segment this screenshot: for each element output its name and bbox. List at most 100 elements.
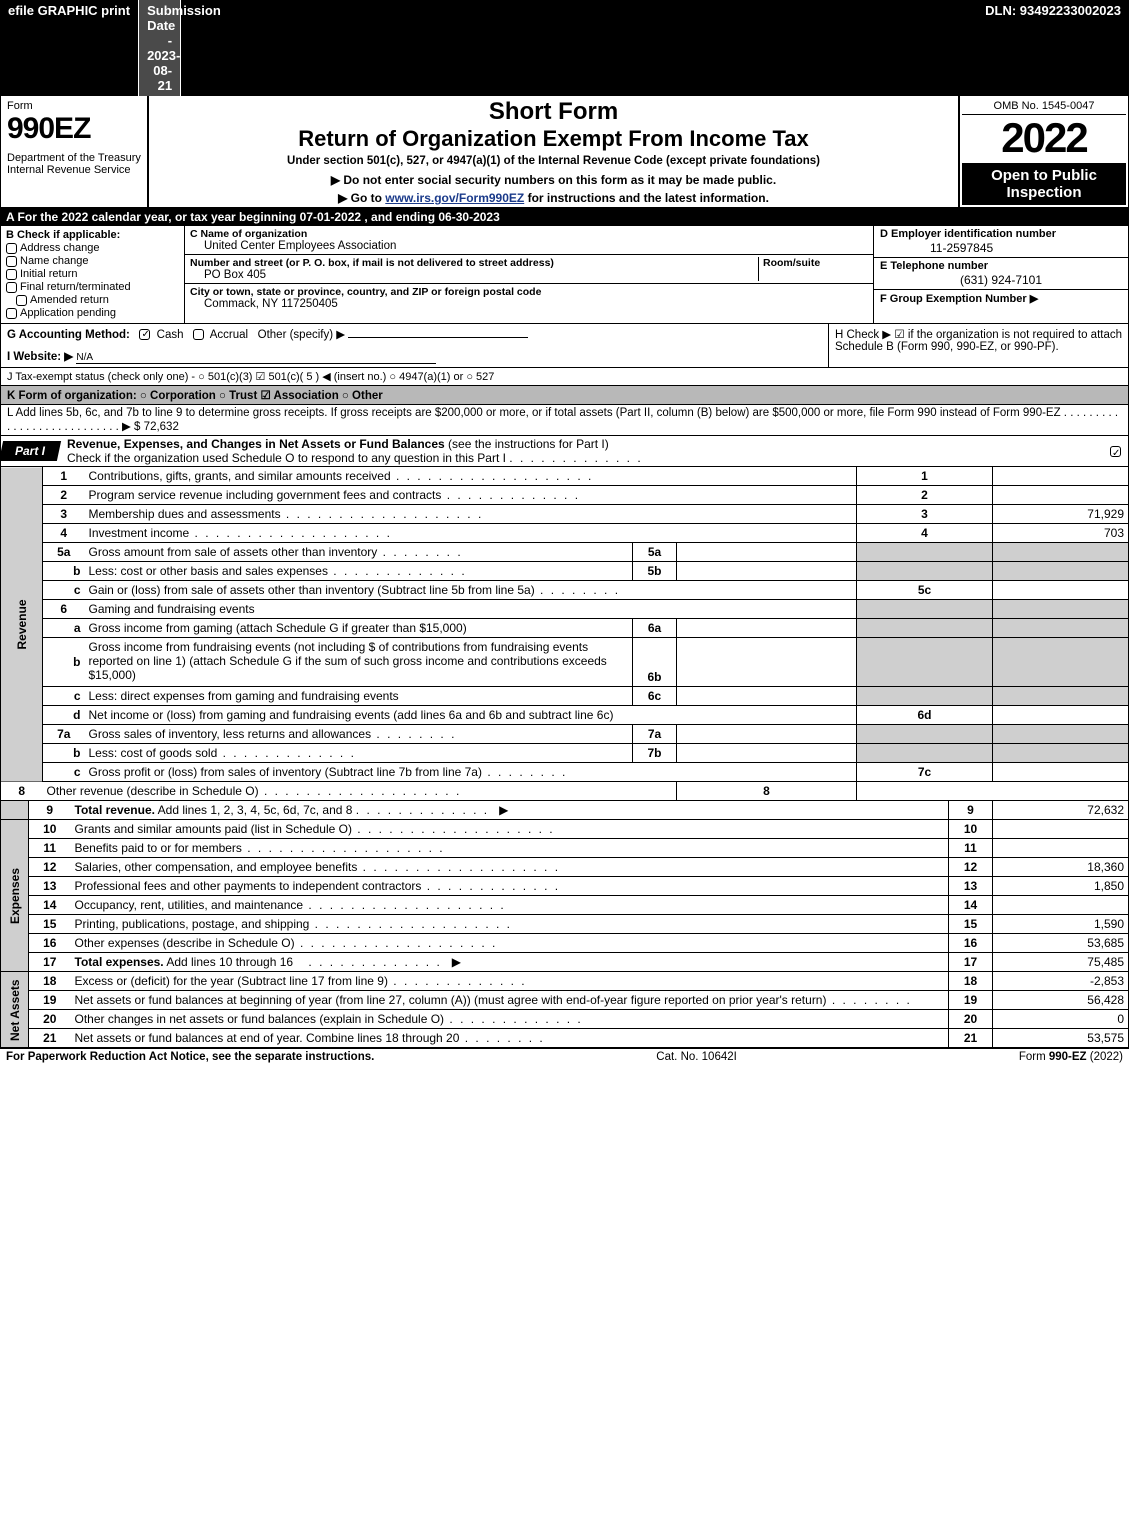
line-11-val [993, 839, 1129, 858]
line-17-desc: Total expenses. Add lines 10 through 16 … [71, 953, 949, 972]
line-21-rn: 21 [949, 1029, 993, 1048]
line-6c-num: c [43, 687, 85, 706]
line-9-desc: Total revenue. Add lines 1, 2, 3, 4, 5c,… [71, 801, 949, 820]
line-5b-val [993, 562, 1129, 581]
line-14-desc: Occupancy, rent, utilities, and maintena… [71, 896, 949, 915]
line-20-desc: Other changes in net assets or fund bala… [71, 1010, 949, 1029]
website-row: I Website: ▶ N/A [7, 349, 822, 364]
line-6-val [993, 600, 1129, 619]
header-title-block: Short Form Return of Organization Exempt… [149, 96, 960, 207]
spacer [181, 0, 977, 96]
part1-table: Revenue 1 Contributions, gifts, grants, … [0, 467, 1129, 801]
line-3-rn: 3 [857, 505, 993, 524]
line-9-num: 9 [29, 801, 71, 820]
line-5b-rn [857, 562, 993, 581]
line-7a-rn [857, 725, 993, 744]
line-13-desc: Professional fees and other payments to … [71, 877, 949, 896]
line-5a-inval [677, 543, 857, 562]
line-5c-val [993, 581, 1129, 600]
footer-left: For Paperwork Reduction Act Notice, see … [6, 1051, 374, 1063]
line-6a-in: 6a [633, 619, 677, 638]
city: Commack, NY 117250405 [190, 298, 868, 310]
efile-print-button[interactable]: efile GRAPHIC print [0, 0, 139, 96]
line-7b-val [993, 744, 1129, 763]
line-2-rn: 2 [857, 486, 993, 505]
side-netassets: Net Assets [1, 972, 29, 1048]
submission-date: Submission Date - 2023-08-21 [139, 0, 181, 96]
chk-application-pending[interactable]: Application pending [6, 307, 179, 319]
line-6b-val [993, 638, 1129, 687]
line-10-rn: 10 [949, 820, 993, 839]
line-7c-val [993, 763, 1129, 782]
line-18-rn: 18 [949, 972, 993, 991]
line-9-val: 72,632 [993, 801, 1129, 820]
public-inspection-badge: Open to Public Inspection [962, 163, 1126, 205]
line-7a-inval [677, 725, 857, 744]
line-5b-desc: Less: cost or other basis and sales expe… [85, 562, 633, 581]
address: PO Box 405 [190, 269, 758, 281]
part1-schedule-o-checkbox[interactable] [1110, 444, 1124, 458]
line-3-num: 3 [43, 505, 85, 524]
chk-address-change[interactable]: Address change [6, 242, 179, 254]
line-15-desc: Printing, publications, postage, and shi… [71, 915, 949, 934]
line-6a-desc: Gross income from gaming (attach Schedul… [85, 619, 633, 638]
line-7b-rn [857, 744, 993, 763]
line-8-num: 8 [1, 782, 43, 801]
line-6-desc: Gaming and fundraising events [85, 600, 857, 619]
line-7c-rn: 7c [857, 763, 993, 782]
row-h: H Check ▶ ☑ if the organization is not r… [828, 324, 1128, 367]
line-9-rn: 9 [949, 801, 993, 820]
chk-final-return[interactable]: Final return/terminated [6, 281, 179, 293]
sub3-post: for instructions and the latest informat… [524, 191, 769, 205]
ssn-warning: ▶ Do not enter social security numbers o… [155, 173, 952, 187]
line-3-val: 71,929 [993, 505, 1129, 524]
line-20-rn: 20 [949, 1010, 993, 1029]
line-6c-desc: Less: direct expenses from gaming and fu… [85, 687, 633, 706]
footer: For Paperwork Reduction Act Notice, see … [0, 1048, 1129, 1065]
chk-accrual[interactable] [193, 329, 204, 340]
form-header: Form 990EZ Department of the Treasury In… [0, 96, 1129, 208]
footer-cat: Cat. No. 10642I [374, 1051, 1019, 1063]
chk-cash[interactable] [139, 329, 150, 340]
form-label: Form [7, 100, 141, 112]
line-5b-num: b [43, 562, 85, 581]
line-5c-rn: 5c [857, 581, 993, 600]
chk-name-change[interactable]: Name change [6, 255, 179, 267]
line-18-val: -2,853 [993, 972, 1129, 991]
row-g-i: G Accounting Method: Cash Accrual Other … [1, 324, 828, 367]
chk-amended-return[interactable]: Amended return [16, 294, 179, 306]
line-19-rn: 19 [949, 991, 993, 1010]
subtitle-code: Under section 501(c), 527, or 4947(a)(1)… [155, 155, 952, 167]
dln: DLN: 93492233002023 [977, 0, 1129, 96]
org-name-cell: C Name of organization United Center Emp… [185, 226, 873, 255]
identity-box: B Check if applicable: Address change Na… [0, 226, 1129, 324]
group-exempt-cell: F Group Exemption Number ▶ [874, 290, 1128, 323]
line-6a-num: a [43, 619, 85, 638]
line-12-desc: Salaries, other compensation, and employ… [71, 858, 949, 877]
line-6d-rn: 6d [857, 706, 993, 725]
gross-receipts-value: 72,632 [144, 421, 179, 433]
group-exempt-label: F Group Exemption Number ▶ [880, 292, 1122, 305]
line-14-num: 14 [29, 896, 71, 915]
line-7c-desc: Gross profit or (loss) from sales of inv… [85, 763, 857, 782]
chk-initial-return[interactable]: Initial return [6, 268, 179, 280]
line-6c-rn [857, 687, 993, 706]
line-6a-rn [857, 619, 993, 638]
line-5a-num: 5a [43, 543, 85, 562]
omb-number: OMB No. 1545-0047 [962, 98, 1126, 115]
line-7b-in: 7b [633, 744, 677, 763]
line-7b-inval [677, 744, 857, 763]
city-label: City or town, state or province, country… [190, 286, 868, 298]
line-1-rn: 1 [857, 467, 993, 486]
line-5a-val [993, 543, 1129, 562]
line-6b-rn [857, 638, 993, 687]
line-14-rn: 14 [949, 896, 993, 915]
row-a-tax-year: A For the 2022 calendar year, or tax yea… [0, 208, 1129, 226]
header-left: Form 990EZ Department of the Treasury In… [1, 96, 149, 207]
line-5c-num: c [43, 581, 85, 600]
part1-check-text: Check if the organization used Schedule … [67, 451, 506, 465]
line-18-num: 18 [29, 972, 71, 991]
line-10-val [993, 820, 1129, 839]
part1-tab: Part I [0, 441, 61, 461]
irs-link[interactable]: www.irs.gov/Form990EZ [385, 191, 524, 205]
